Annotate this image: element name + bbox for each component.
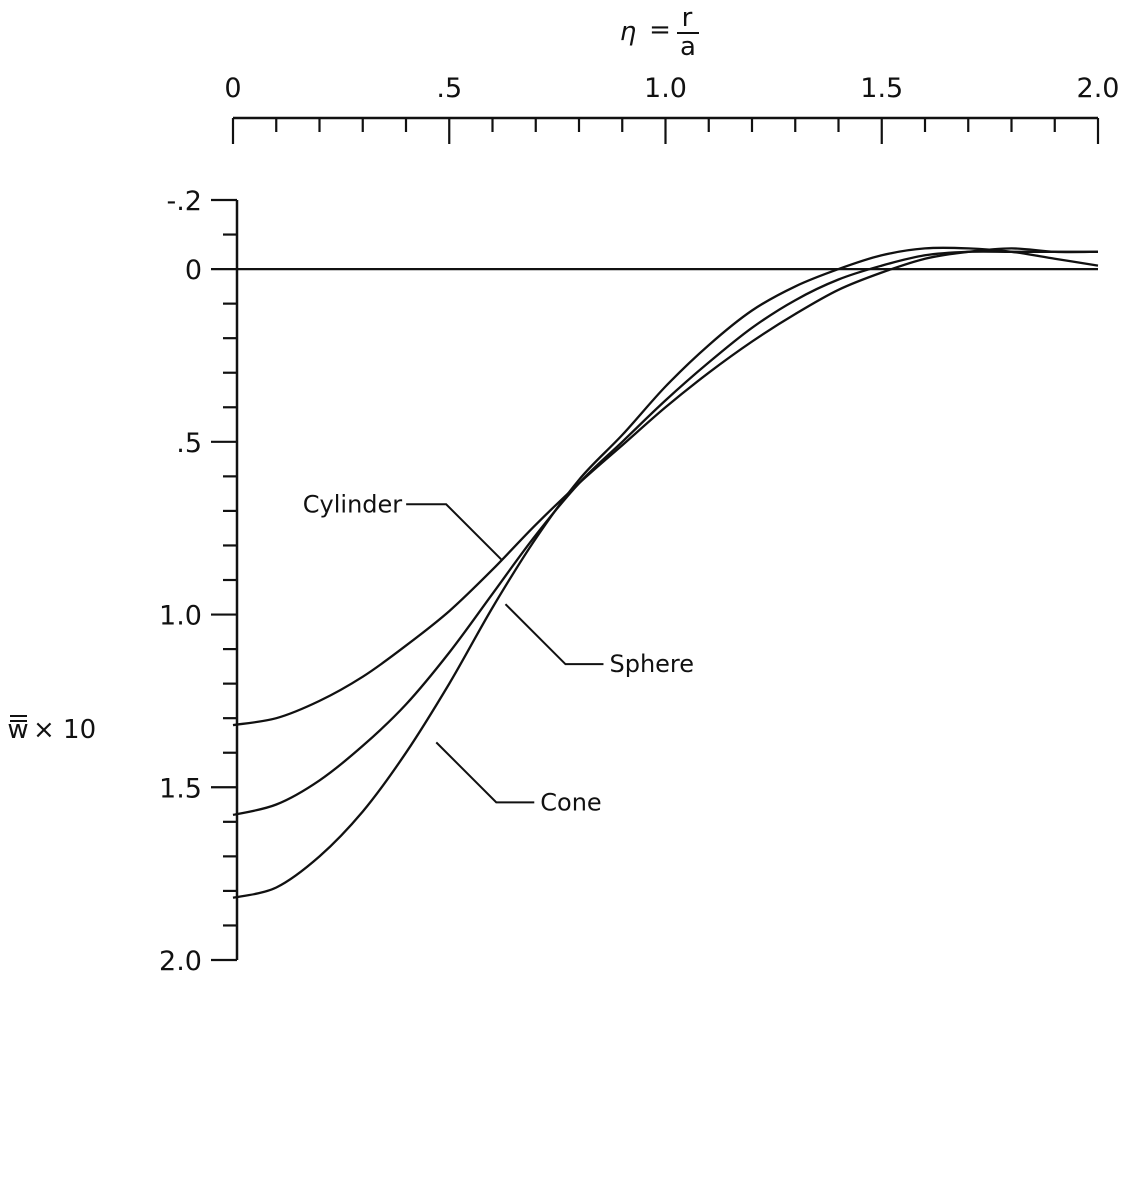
series-label-cone: Cone [540,788,601,816]
series-label-cylinder: Cylinder [303,490,403,518]
y-tick-label: 0 [185,255,202,286]
y-tick-label: .5 [176,428,202,459]
series-line-sphere [232,250,1098,817]
y-tick-label: 2.0 [159,946,202,977]
axes [233,116,1098,960]
leader-line-cone [435,741,535,804]
x-axis-numerator: r [682,3,693,33]
y-tick-label: -.2 [166,186,202,217]
y-axis-symbol: w [7,715,28,745]
y-tick-label: 1.5 [159,773,202,804]
y-axis-title: w × 10 [7,715,96,745]
x-tick-label: .5 [436,73,462,104]
y-axis-suffix: × 10 [33,715,96,745]
series-label-sphere: Sphere [609,650,694,678]
x-tick-label: 1.0 [644,73,687,104]
x-axis-title: η = r a [620,3,699,62]
x-axis-symbol: η [620,17,636,47]
leader-line-cylinder [406,503,502,560]
x-axis-ticks: 0 .5 1.0 1.5 2.0 [224,73,1119,144]
x-axis-denominator: a [680,32,696,62]
x-tick-label: 0 [224,73,241,104]
x-tick-label: 1.5 [860,73,903,104]
x-axis-equals: = [649,15,671,45]
x-tick-label: 2.0 [1077,73,1120,104]
series-annotations: Cylinder Sphere Cone [303,490,694,816]
leader-line-sphere [504,603,604,666]
y-axis-ticks: -.2 0 .5 1.0 1.5 2.0 [159,186,237,977]
y-tick-label: 1.0 [159,601,202,632]
series-lines [232,246,1099,899]
series-line-cone [232,246,1099,899]
